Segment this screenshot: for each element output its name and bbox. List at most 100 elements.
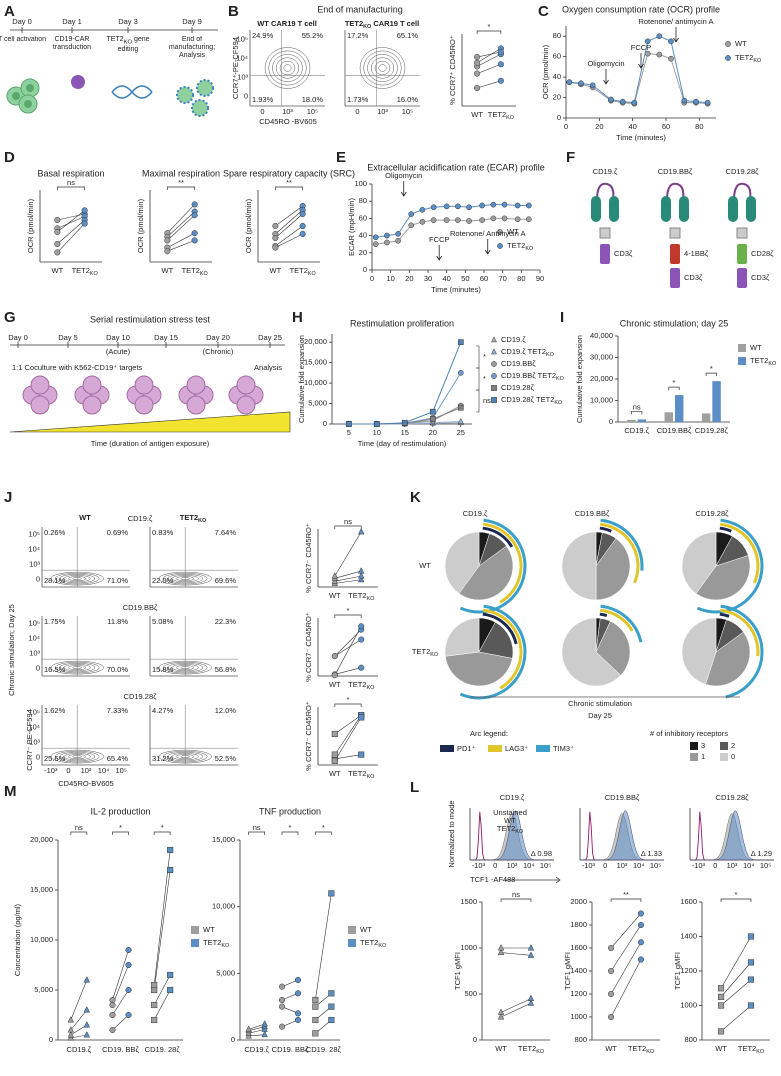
axis-tick-label: 10³ [617, 861, 628, 870]
legend-swatch [440, 745, 454, 752]
significance-label: * [161, 823, 164, 832]
pair-line [334, 715, 362, 735]
quadrant-percent: 55.2% [302, 31, 324, 40]
marker-arc [719, 526, 732, 533]
x-tick-label: 50 [461, 274, 469, 283]
legend-label: CD19.28ζ [501, 383, 535, 392]
axis-tick-label: 10³ [727, 861, 738, 870]
pair-line [112, 949, 129, 1001]
series-line [348, 341, 462, 425]
data-point [395, 237, 401, 244]
nucleus-icon [24, 100, 32, 108]
column-heading: CD19.ζ [463, 509, 488, 518]
pair-line [70, 1009, 88, 1031]
annotation: Rotenone/ antimycin A [638, 17, 713, 26]
hinge [666, 182, 685, 201]
contour [50, 749, 104, 764]
contour [63, 753, 91, 761]
data-point [294, 1010, 302, 1017]
data-point [67, 1026, 75, 1033]
x-tick-label: 20 [429, 428, 437, 437]
legend-swatch [738, 357, 746, 365]
y-axis-label: Concentration (pg/ml) [13, 903, 22, 976]
scfv [609, 196, 619, 222]
pair-line [248, 1026, 265, 1031]
car-t-icon [176, 86, 194, 104]
data-point [167, 866, 174, 874]
data-point [717, 1002, 725, 1009]
x-tick-label: 80 [517, 274, 525, 283]
axis-tick-label: 0 [603, 861, 607, 870]
pie-slice [705, 631, 751, 687]
chart-title: TNF production [259, 806, 321, 816]
marker-arc [483, 608, 523, 690]
y-axis-label: Cumulative fold expansion [297, 335, 306, 423]
pair-line [610, 913, 642, 949]
data-point [261, 1020, 268, 1027]
data-point [312, 1003, 319, 1010]
significance-bracket [476, 367, 480, 391]
pair-line [275, 209, 303, 235]
data-point [357, 527, 365, 535]
data-point [261, 1030, 268, 1038]
axis-tick-label: 10³ [282, 107, 293, 116]
x-axis-label: Time (minutes) [616, 133, 666, 142]
bar [637, 419, 647, 422]
significance-bracket [153, 831, 171, 835]
pair-line [477, 80, 501, 89]
x-tick-label: 90 [536, 274, 544, 283]
data-point [466, 218, 472, 224]
step-text: T cell activation [0, 36, 47, 43]
data-point [497, 944, 505, 951]
annotation: Rotenone/ Antimycin A [450, 229, 525, 238]
data-point [514, 216, 521, 223]
contour [158, 571, 212, 586]
contour [374, 60, 391, 76]
x-tick-label: TET2KO [518, 1044, 544, 1055]
data-point [474, 70, 481, 77]
day-label: Day 10 [106, 333, 130, 342]
axis-tick-label: 10³ [237, 72, 248, 81]
data-point [681, 97, 688, 104]
quadrant-percent: 0.26% [44, 528, 66, 537]
legend-label: Unstained [493, 808, 527, 817]
y-tick-label: 0 [323, 419, 327, 428]
pair-line [167, 232, 195, 248]
data-point [474, 53, 481, 61]
legend-label: WT [360, 925, 372, 934]
axis-arrow [505, 876, 561, 884]
axis-tick-label: 10⁴ [28, 544, 40, 553]
pair-line [334, 667, 362, 675]
quadrant-percent: 69.6% [215, 576, 237, 585]
pair-line [70, 1034, 87, 1039]
step-text: TET2KO gene editing [106, 36, 150, 54]
x-tick-label: 60 [480, 274, 488, 283]
y-tick-label: 0 [49, 1035, 53, 1044]
x-tick-label: TET2KO [738, 1044, 764, 1055]
quadrant-percent: 22.3% [215, 617, 237, 626]
quadrant-percent: 4.27% [152, 706, 174, 715]
y-axis-label: OCR (pmol/min) [26, 198, 35, 253]
x-axis-label: CD45RO-BV605 [58, 779, 113, 788]
legend-label: 2 [731, 741, 735, 750]
data-point [578, 80, 584, 87]
panel-label: K [410, 489, 421, 506]
x-tick-label: WT [605, 1044, 617, 1053]
phase-label: (Chronic) [203, 347, 234, 356]
construct-name: CD19.BBζ [658, 167, 693, 176]
data-point [384, 239, 390, 246]
data-point [81, 207, 88, 214]
domain-label: CD28ζ [751, 249, 774, 258]
y-axis-label: TCF1 gMFI [673, 952, 682, 990]
significance-label: ns [67, 178, 75, 187]
pair-line [720, 936, 752, 989]
panel-label: M [4, 783, 17, 800]
y-tick-label: 1500 [460, 897, 477, 906]
significance-label: * [488, 22, 491, 31]
pair-line [720, 962, 752, 998]
y-tick-label: 1800 [570, 920, 587, 929]
legend-label: TET2KO [497, 824, 523, 835]
scfv [728, 196, 738, 222]
plot-heading: WT CAR19 T cell [257, 19, 317, 28]
data-point [527, 994, 535, 1002]
